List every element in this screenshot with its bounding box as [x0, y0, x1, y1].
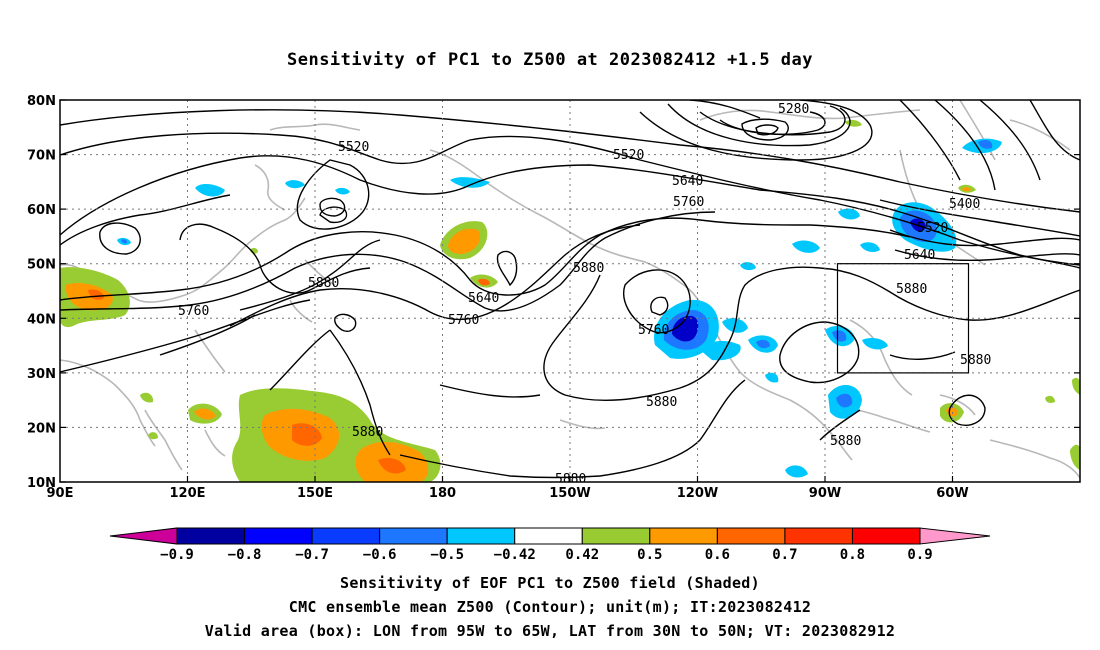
colorbar-ticks: −0.9 −0.8 −0.7 −0.6 −0.5 −0.42 0.42 0.5 0.6 0.7 0.…: [160, 547, 933, 563]
colorbar-tick-label: −0.42: [494, 547, 536, 563]
contour-label: 5760: [638, 323, 669, 338]
valid-area-box: [836, 263, 970, 374]
contour-label: 5880: [960, 353, 991, 368]
lon-label: 150W: [549, 486, 590, 501]
colorbar-cell: [716, 527, 786, 545]
colorbar-tick-label: 0.5: [637, 547, 662, 563]
colorbar-cell: [379, 527, 448, 545]
lon-label: 60W: [936, 486, 968, 501]
colorbar-cell: [446, 527, 516, 545]
contour-label: 5520: [917, 221, 948, 236]
colorbar-over-arrow: [919, 527, 991, 545]
contour-label: 5520: [613, 148, 644, 163]
colorbar-under-arrow: [109, 527, 178, 545]
lon-labels: 90E 120E 150E 180 150W 120W 90W 60W: [47, 486, 969, 501]
contour-label: 5880: [896, 282, 927, 297]
lat-label: 70N: [27, 149, 56, 164]
contour-label: 5880: [830, 434, 861, 449]
colorbar-tick-label: 0.8: [840, 547, 865, 563]
contour-label: 5520: [338, 140, 369, 155]
lat-label: 40N: [27, 312, 56, 327]
colorbar-cell: [581, 527, 651, 545]
colorbar-cell: [176, 527, 246, 545]
lat-label: 10N: [27, 476, 56, 491]
colorbar-tick-label: 0.6: [705, 547, 730, 563]
contour-label: 5400: [949, 197, 980, 212]
contour-label: 5760: [178, 304, 209, 319]
colorbar-cell: [851, 527, 921, 545]
colorbar-cell: [784, 527, 853, 545]
z500-contours: [60, 100, 1080, 479]
lon-label: 180: [429, 486, 456, 501]
map-title: Sensitivity of PC1 to Z500 at 2023082412…: [286, 50, 813, 70]
lon-label: 90E: [47, 486, 74, 501]
lon-label: 120E: [169, 486, 205, 501]
sensitivity-shading: [60, 119, 1080, 482]
contour-label: 5880: [308, 276, 339, 291]
contour-label: 5280: [778, 102, 809, 117]
contour-label: 5640: [672, 174, 703, 189]
colorbar: −0.9 −0.8 −0.7 −0.6 −0.5 −0.42 0.42 0.5 0.6 0.7 0.…: [109, 527, 991, 563]
lat-label: 60N: [27, 203, 56, 218]
colorbar-tick-label: −0.5: [430, 547, 464, 563]
lon-label: 90W: [809, 486, 841, 501]
lat-lon-grid: [60, 100, 1080, 482]
colorbar-cell: [244, 527, 313, 545]
coastlines: [60, 100, 1080, 479]
caption-line-2: CMC ensemble mean Z500 (Contour); unit(m…: [288, 598, 812, 616]
contour-label: 5880: [555, 472, 586, 487]
caption-line-1: Sensitivity of EOF PC1 to Z500 field (Sh…: [340, 574, 760, 592]
colorbar-cells: [176, 527, 921, 545]
caption-line-3: Valid area (box): LON from 95W to 65W, L…: [204, 622, 896, 640]
contour-label: 5880: [352, 425, 383, 440]
lat-label: 20N: [27, 421, 56, 436]
lat-label: 80N: [27, 94, 56, 109]
lat-ticks: [60, 99, 1080, 483]
colorbar-cell: [649, 527, 718, 545]
contour-label: 5640: [904, 248, 935, 263]
contour-label: 5880: [646, 395, 677, 410]
colorbar-tick-label: 0.42: [565, 547, 599, 563]
colorbar-tick-label: −0.7: [295, 547, 329, 563]
lat-label: 50N: [27, 258, 56, 273]
colorbar-tick-label: 0.7: [772, 547, 797, 563]
lat-labels: 80N 70N 60N 50N 40N 30N 20N 10N: [27, 94, 56, 491]
colorbar-cell: [514, 527, 583, 545]
colorbar-tick-label: 0.9: [907, 547, 932, 563]
contour-label: 5760: [673, 195, 704, 210]
colorbar-tick-label: −0.6: [363, 547, 397, 563]
lon-ticks: [186, 476, 954, 482]
lon-label: 120W: [677, 486, 718, 501]
colorbar-tick-label: −0.8: [228, 547, 262, 563]
lon-label: 150E: [297, 486, 333, 501]
lat-label: 30N: [27, 367, 56, 382]
contour-label: 5760: [448, 313, 479, 328]
contour-label: 5880: [573, 261, 604, 276]
colorbar-tick-label: −0.9: [160, 547, 194, 563]
contour-labels: 5280 5520 5520 5400 5640 5760 5520 5640 …: [178, 102, 991, 487]
colorbar-cell: [311, 527, 381, 545]
contour-label: 5640: [468, 291, 499, 306]
